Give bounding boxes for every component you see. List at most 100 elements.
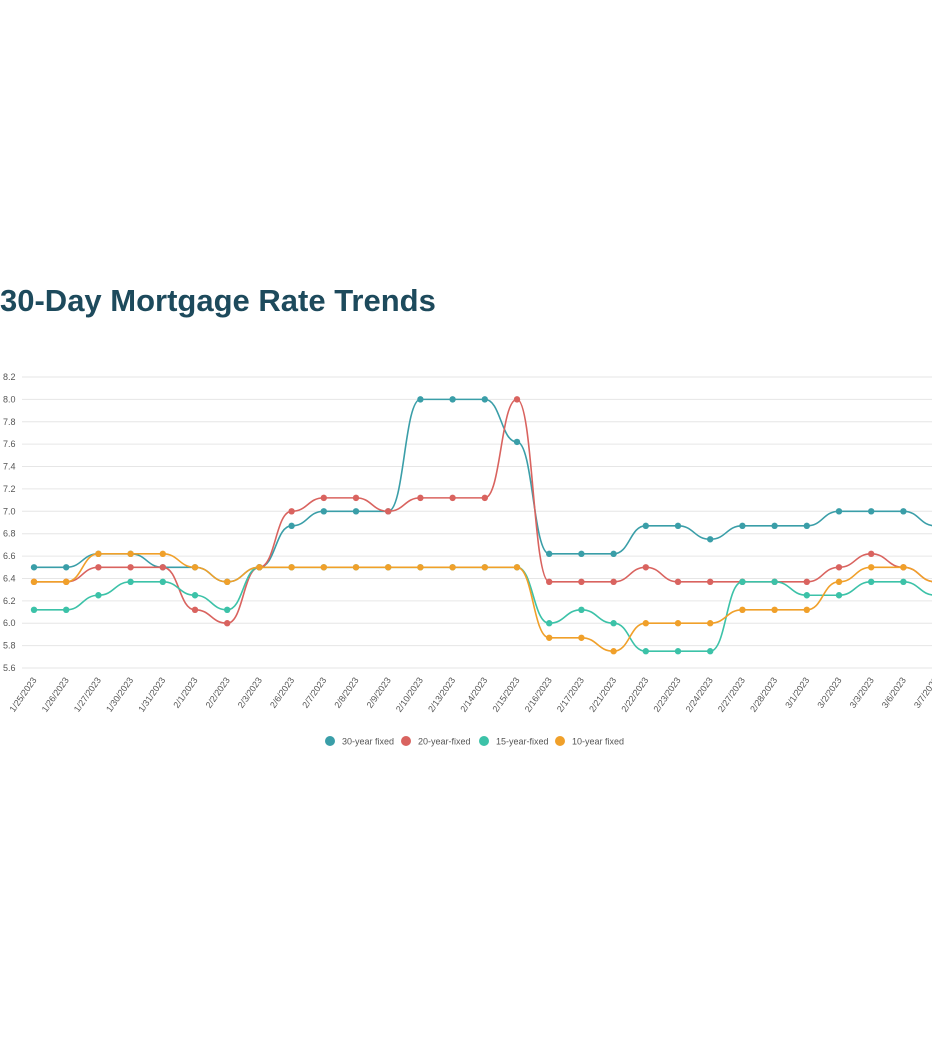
- legend-swatch: [401, 736, 411, 746]
- legend-item: 15-year-fixed: [479, 736, 549, 747]
- x-tick-label: 2/2/2023: [204, 675, 232, 709]
- data-point: [385, 508, 392, 515]
- legend-item: 30-year fixed: [325, 736, 394, 747]
- legend-label: 30-year fixed: [342, 737, 394, 747]
- x-tick-label: 2/10/2023: [394, 675, 425, 714]
- data-point: [481, 396, 488, 403]
- data-point: [224, 578, 231, 586]
- data-point: [642, 648, 649, 655]
- y-axis-ticks: 5.6 5.8 6.0 6.2 6.4 6.6 6.8 7.0 7.2 7.4 7.6 7.8 8.0 8…: [3, 372, 16, 673]
- data-point: [835, 592, 843, 599]
- data-point: [578, 606, 585, 613]
- data-point: [771, 522, 778, 530]
- data-point: [835, 508, 843, 515]
- data-point: [707, 536, 714, 543]
- data-point: [191, 564, 199, 571]
- data-point: [707, 578, 714, 586]
- y-tick-label: 6.6: [3, 551, 16, 561]
- data-point: [513, 396, 521, 403]
- x-tick-label: 2/13/2023: [426, 675, 457, 714]
- data-point: [739, 606, 746, 613]
- legend-label: 20-year-fixed: [418, 737, 471, 747]
- y-tick-label: 7.2: [3, 484, 16, 494]
- legend: 30-year fixed 20-year-fixed 15-year-fixed 1…: [325, 736, 624, 747]
- data-point: [224, 620, 231, 627]
- data-point: [900, 564, 907, 571]
- data-point: [803, 606, 810, 613]
- x-tick-label: 2/28/2023: [748, 675, 779, 714]
- data-point: [674, 522, 682, 530]
- data-point: [159, 550, 166, 558]
- data-point: [674, 620, 682, 627]
- x-tick-label: 2/6/2023: [268, 675, 296, 709]
- data-point: [385, 564, 392, 571]
- data-point: [320, 494, 327, 502]
- data-point: [642, 564, 649, 571]
- data-point: [481, 564, 488, 571]
- data-point: [771, 606, 778, 613]
- data-point: [868, 564, 875, 571]
- x-tick-label: 2/8/2023: [332, 675, 360, 709]
- data-point: [320, 508, 327, 515]
- data-point: [835, 578, 843, 586]
- data-point: [578, 550, 585, 558]
- x-tick-label: 3/7/2023: [912, 675, 932, 709]
- data-point: [417, 564, 424, 571]
- data-point: [127, 578, 134, 586]
- data-point: [513, 564, 521, 571]
- data-point: [62, 606, 70, 613]
- data-point: [95, 550, 102, 558]
- data-point: [546, 578, 553, 586]
- legend-item: 20-year-fixed: [401, 736, 471, 747]
- data-point: [771, 578, 778, 586]
- data-point: [352, 564, 360, 571]
- data-point: [62, 564, 70, 571]
- data-point: [352, 494, 360, 502]
- data-point: [642, 620, 649, 627]
- x-axis-ticks: 1/25/2023 1/26/2023 1/27/2023 1/30/2023 1/31…: [7, 675, 932, 714]
- x-tick-label: 3/3/2023: [848, 675, 876, 709]
- data-point: [900, 578, 907, 586]
- data-point: [352, 508, 360, 515]
- data-point: [868, 578, 875, 586]
- x-tick-label: 1/27/2023: [72, 675, 103, 714]
- data-point: [739, 578, 746, 586]
- data-point: [95, 564, 102, 571]
- data-point: [803, 592, 810, 599]
- y-tick-label: 6.0: [3, 618, 16, 628]
- x-tick-label: 3/1/2023: [783, 675, 811, 709]
- data-point: [868, 508, 875, 515]
- data-point: [62, 578, 70, 586]
- legend-swatch: [555, 736, 565, 746]
- y-tick-label: 5.8: [3, 641, 16, 651]
- data-point: [546, 550, 553, 558]
- data-point: [449, 396, 456, 403]
- data-point: [30, 606, 38, 613]
- y-tick-label: 6.4: [3, 573, 16, 583]
- y-tick-label: 7.6: [3, 439, 16, 449]
- x-tick-label: 2/22/2023: [619, 675, 650, 714]
- data-point: [546, 620, 553, 627]
- data-point: [288, 508, 295, 515]
- data-point: [513, 438, 521, 446]
- data-point: [256, 564, 263, 571]
- y-tick-label: 8.2: [3, 372, 16, 382]
- series-30-year-fixed: [30, 396, 932, 586]
- data-point: [803, 522, 810, 530]
- data-point: [546, 634, 553, 641]
- series-10-year-fixed: [30, 550, 932, 655]
- x-tick-label: 2/15/2023: [490, 675, 521, 714]
- data-point: [191, 592, 199, 599]
- data-point: [191, 606, 199, 613]
- data-point: [449, 564, 456, 571]
- data-point: [288, 564, 295, 571]
- data-point: [481, 494, 488, 502]
- data-point: [127, 550, 134, 558]
- x-tick-label: 2/21/2023: [587, 675, 618, 714]
- data-point: [95, 592, 102, 599]
- y-tick-label: 6.8: [3, 529, 16, 539]
- data-point: [835, 564, 843, 571]
- data-point: [417, 396, 424, 403]
- legend-swatch: [479, 736, 489, 746]
